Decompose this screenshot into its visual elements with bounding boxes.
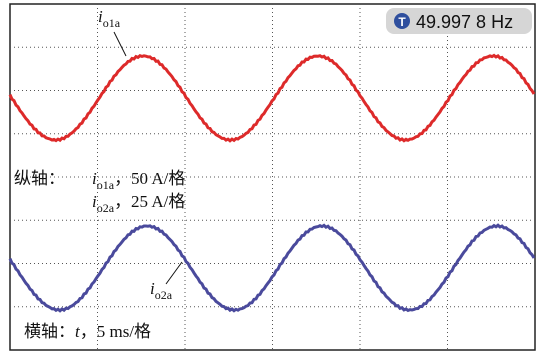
trace-io1a <box>8 53 536 143</box>
vertical-setting: io1a，50 A/格 <box>92 169 185 192</box>
leader-line <box>113 31 127 57</box>
setting: ，50 A/格 <box>114 169 185 188</box>
trace-label: io2a <box>150 279 173 302</box>
grid <box>10 4 535 350</box>
trace-io2a <box>8 223 536 313</box>
label: 横轴： <box>24 322 75 341</box>
symbol: t <box>75 322 81 341</box>
setting: ，25 A/格 <box>114 192 185 211</box>
symbol: i <box>92 192 97 211</box>
leader-line <box>165 261 183 285</box>
readout-box <box>386 8 532 34</box>
frequency: 49.997 8 Hz <box>416 12 513 32</box>
subscript: o1a <box>97 178 115 192</box>
subscript: o1a <box>103 16 121 30</box>
readout: T 49.997 8 Hz <box>386 8 532 34</box>
symbol: i <box>150 279 155 298</box>
readout-icon-text: T <box>398 15 406 29</box>
vertical-label: 纵轴： <box>14 169 65 188</box>
subscript: o2a <box>97 201 115 215</box>
symbol: i <box>92 169 97 188</box>
horizontal-setting: 横轴：t，5 ms/格 <box>24 322 151 341</box>
vertical-setting: io2a，25 A/格 <box>92 192 185 215</box>
setting: ，5 ms/格 <box>80 322 151 341</box>
readout-icon <box>394 13 410 29</box>
symbol: i <box>98 7 103 26</box>
trace-label: io1a <box>98 7 121 30</box>
subscript: o2a <box>155 288 173 302</box>
